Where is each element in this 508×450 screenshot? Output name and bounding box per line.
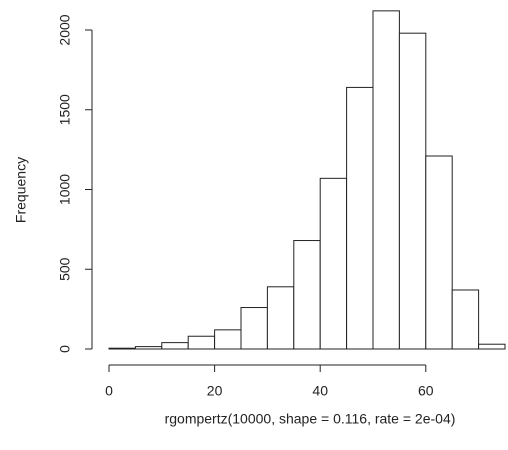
y-tick-label: 2000 (57, 14, 73, 45)
bar (266, 286, 295, 350)
bar (240, 307, 268, 350)
bar (319, 177, 348, 350)
bar (372, 10, 400, 350)
y-tick-label: 1500 (57, 94, 73, 125)
x-tick-label: 0 (105, 383, 113, 399)
y-axis-label: Frequency (13, 157, 29, 223)
bar (346, 86, 374, 350)
y-tick-label: 1000 (57, 174, 73, 205)
bar (108, 347, 136, 350)
bar (161, 342, 189, 350)
bar (451, 289, 480, 350)
bar (478, 343, 506, 350)
x-tick-label: 40 (312, 383, 328, 399)
x-tick-label: 20 (207, 383, 223, 399)
bar (398, 32, 427, 350)
bar (214, 329, 242, 350)
bar (425, 155, 453, 350)
x-axis-label: rgompertz(10000, shape = 0.116, rate = 2… (165, 411, 456, 427)
bar (293, 240, 321, 350)
bar (134, 346, 163, 350)
y-tick-label: 0 (57, 345, 73, 353)
x-tick-label: 60 (418, 383, 434, 399)
y-tick-label: 500 (57, 257, 73, 281)
bar (187, 335, 216, 350)
